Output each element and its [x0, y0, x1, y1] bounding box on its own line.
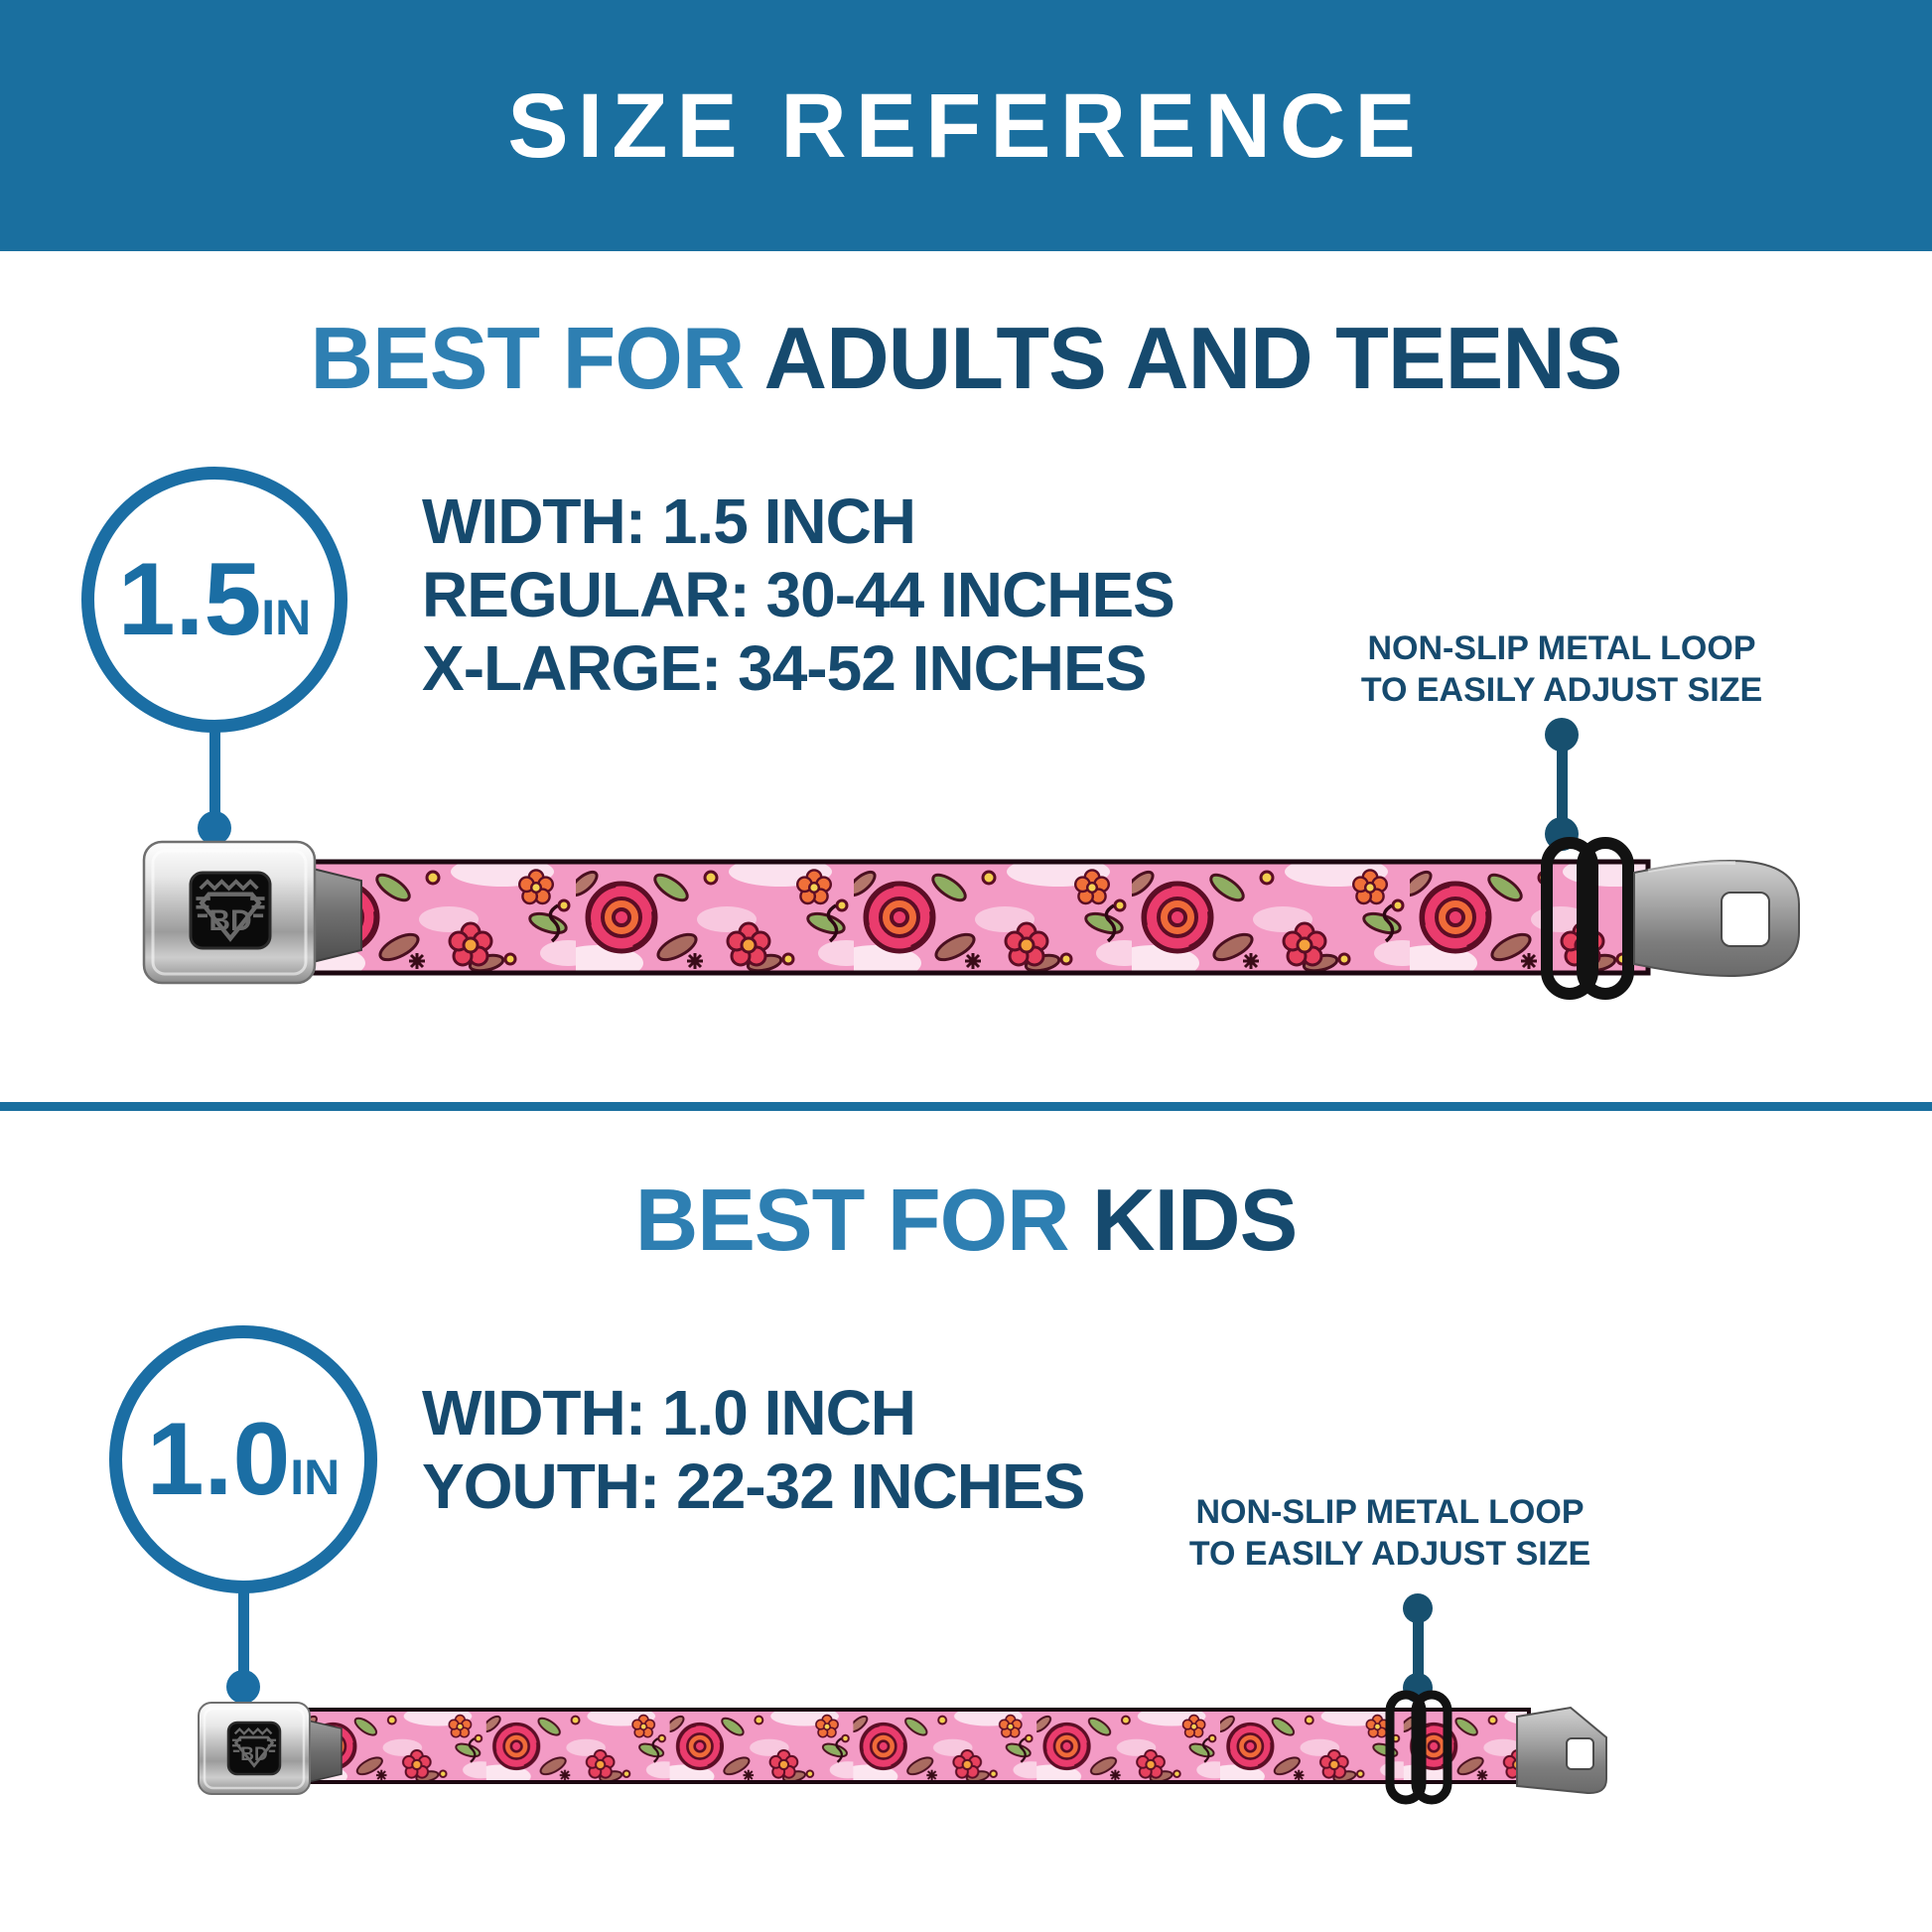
connector-dot	[226, 1670, 260, 1704]
metal-loop	[1541, 837, 1634, 1000]
heading-prefix: BEST FOR	[310, 309, 745, 407]
connector-line	[1557, 735, 1568, 834]
belt-strap	[285, 859, 1651, 976]
belt-tip-hole	[1566, 1737, 1594, 1770]
belt-graphic-kids: BD	[198, 1690, 1607, 1805]
buckle-logo: BD	[230, 1727, 278, 1767]
section-divider	[0, 1102, 1932, 1111]
size-value: 1.0	[146, 1402, 291, 1517]
size-value: 1.5	[117, 542, 262, 657]
belt-tip-hole	[1721, 892, 1770, 947]
header-banner: SIZE REFERENCE	[0, 0, 1932, 251]
page-title: SIZE REFERENCE	[507, 74, 1425, 177]
spec-line: X-LARGE: 34-52 INCHES	[422, 632, 1147, 704]
buckle-logo: BD	[196, 882, 264, 939]
connector-line	[238, 1591, 249, 1687]
belt-graphic-adults: BD	[142, 837, 1800, 1000]
buckle-latch	[307, 1720, 343, 1783]
heading-emphasis: ADULTS AND TEENS	[763, 309, 1623, 407]
callout-line: TO EASILY ADJUST SIZE	[1360, 671, 1763, 709]
specs-list-adults: WIDTH: 1.5 INCH REGULAR: 30-44 INCHES X-…	[422, 484, 1175, 705]
size-unit: IN	[261, 590, 312, 645]
seatbelt-buckle: BD	[142, 840, 317, 985]
metal-loop-callout-kids: NON-SLIP METAL LOOP TO EASILY ADJUST SIZ…	[1189, 1491, 1590, 1575]
spec-line: YOUTH: 22-32 INCHES	[422, 1450, 1085, 1522]
spec-line: REGULAR: 30-44 INCHES	[422, 559, 1175, 630]
section-heading-adults: BEST FOR ADULTS AND TEENS	[0, 312, 1932, 404]
heading-emphasis: KIDS	[1092, 1171, 1298, 1269]
connector-dot	[198, 811, 231, 845]
buckle-logo-text: BD	[208, 904, 251, 937]
size-unit: IN	[290, 1449, 341, 1505]
section-heading-kids: BEST FOR KIDS	[0, 1171, 1932, 1269]
metal-loop-callout-adults: NON-SLIP METAL LOOP TO EASILY ADJUST SIZ…	[1361, 627, 1762, 711]
heading-prefix: BEST FOR	[634, 1171, 1070, 1269]
metal-loop	[1385, 1690, 1452, 1805]
buckle-window	[189, 871, 272, 950]
size-circle-badge-adults: 1.5 IN	[81, 467, 347, 733]
callout-line: NON-SLIP METAL LOOP	[1195, 1493, 1585, 1531]
size-circle-badge-kids: 1.0 IN	[109, 1325, 377, 1593]
belt-strap	[286, 1708, 1531, 1784]
specs-list-kids: WIDTH: 1.0 INCH YOUTH: 22-32 INCHES	[422, 1376, 1085, 1523]
buckle-window	[226, 1721, 282, 1776]
belt-tip	[1633, 859, 1800, 978]
buckle-latch	[312, 867, 362, 964]
spec-line: WIDTH: 1.0 INCH	[422, 1377, 916, 1449]
connector-line	[1413, 1608, 1424, 1688]
spec-line: WIDTH: 1.5 INCH	[422, 485, 916, 557]
callout-line: TO EASILY ADJUST SIZE	[1188, 1535, 1591, 1573]
seatbelt-buckle: BD	[198, 1702, 311, 1795]
connector-line	[209, 731, 220, 828]
callout-line: NON-SLIP METAL LOOP	[1367, 629, 1756, 667]
belt-tip	[1516, 1706, 1607, 1795]
buckle-logo-text: BD	[240, 1744, 267, 1765]
